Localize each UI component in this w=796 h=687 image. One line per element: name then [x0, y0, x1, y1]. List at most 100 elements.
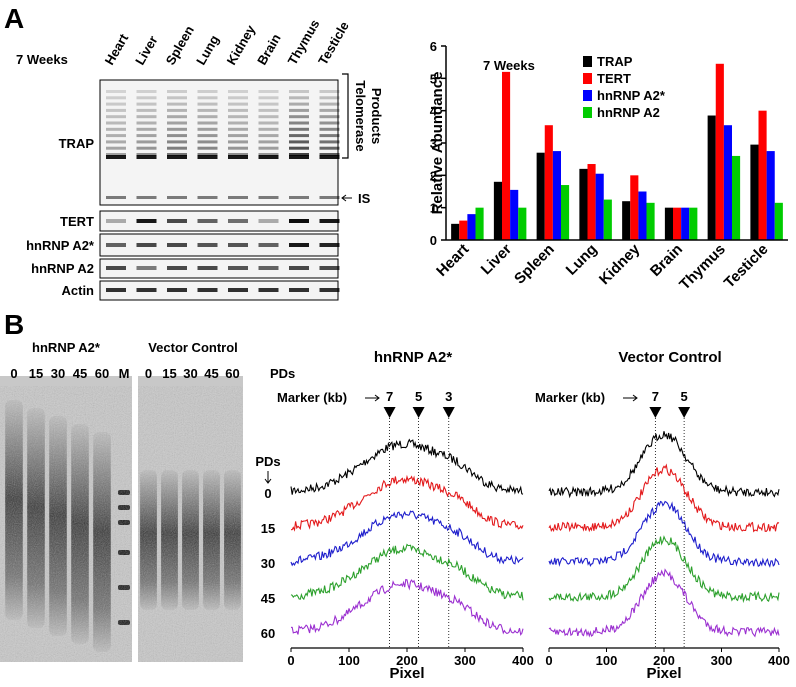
- gel-b: 0 15 30 45 60 M 0 15 30 45 60: [0, 366, 243, 662]
- x-tick-label: 400: [512, 653, 534, 668]
- gel-band: [258, 196, 279, 199]
- gel-band: [289, 219, 309, 223]
- marker-label: Marker (kb): [277, 390, 347, 405]
- gel-band: [289, 146, 309, 150]
- gel-band: [289, 153, 309, 156]
- gel-band: [136, 115, 157, 119]
- x-tick-label: Brain: [647, 241, 686, 280]
- bar: [758, 110, 767, 241]
- gel-band: [106, 134, 126, 138]
- bar: [723, 125, 732, 240]
- bar: [595, 173, 604, 240]
- panel-label: A: [4, 3, 24, 34]
- gel-band: [106, 155, 126, 159]
- gel-band: [228, 153, 248, 156]
- y-tick-label: 2: [430, 168, 437, 183]
- x-tick-label: Spleen: [511, 241, 558, 288]
- gel-band: [228, 134, 248, 138]
- gel-band: [136, 288, 157, 292]
- gel-band: [258, 140, 279, 144]
- gel-band: [106, 102, 126, 106]
- gel-band: [136, 146, 157, 150]
- gel-band: [167, 108, 187, 112]
- lane-label: 60: [225, 366, 239, 381]
- marker-arrow: [365, 394, 380, 402]
- gel-band: [289, 140, 309, 144]
- marker-size: 5: [415, 389, 422, 404]
- gel-band: [106, 121, 126, 125]
- lane-label: Spleen: [163, 23, 197, 67]
- row-label: TERT: [60, 214, 94, 229]
- age-label: 7 Weeks: [16, 52, 68, 67]
- y-tick-label: 3: [430, 136, 437, 151]
- lane-label: 45: [73, 366, 87, 381]
- trace: [548, 500, 780, 568]
- gel-band: [167, 155, 187, 159]
- gel-band: [258, 146, 279, 150]
- gel-band: [106, 90, 126, 93]
- trace-axis-arrow: [264, 471, 272, 484]
- bar: [475, 207, 484, 240]
- trace-label: 60: [261, 626, 275, 641]
- bar: [579, 168, 588, 240]
- trace-plots: hnRNP A2*Marker (kb) 7 5 30 100 200 300 400Pixe…: [255, 349, 790, 682]
- gel-band: [197, 266, 218, 270]
- bar: [766, 151, 775, 240]
- x-axis-label: Pixel: [389, 665, 424, 682]
- lane-label: 15: [29, 366, 43, 381]
- y-tick-label: 0: [430, 233, 437, 248]
- gel-band: [289, 90, 309, 93]
- gel-band: [228, 127, 248, 131]
- bar: [622, 201, 631, 240]
- bar: [560, 185, 570, 240]
- gel-band: [197, 196, 218, 199]
- gel-band: [136, 121, 157, 125]
- gel-band: [167, 288, 187, 292]
- plot-title: Vector Control: [618, 349, 721, 366]
- gel-band: [228, 219, 248, 223]
- gel-grain: [0, 386, 132, 662]
- gel-band: [136, 140, 157, 144]
- gel-band: [228, 121, 248, 125]
- gel-band: [167, 219, 187, 223]
- gel-band: [136, 102, 157, 106]
- trace-label: 0: [264, 486, 271, 501]
- bar: [774, 202, 783, 240]
- y-axis-label: Relative Abundance: [429, 72, 446, 215]
- bar: [536, 152, 545, 240]
- gel-band: [228, 155, 248, 159]
- gel-band: [319, 90, 340, 93]
- x-tick-label: Thymus: [676, 241, 729, 294]
- bar: [502, 71, 511, 240]
- bar: [750, 144, 759, 240]
- row-label: hnRNP A2: [31, 261, 94, 276]
- gel-band: [258, 243, 279, 247]
- gel-band: [258, 219, 279, 223]
- gel-band: [319, 266, 340, 270]
- legend-swatch: [583, 56, 592, 67]
- legend-label: TERT: [597, 71, 631, 86]
- gel-band: [197, 96, 218, 100]
- gel-band: [106, 196, 126, 199]
- gel-band: [319, 153, 340, 156]
- row-label: TRAP: [59, 136, 95, 151]
- gel-band: [136, 90, 157, 93]
- lane-label: Lung: [193, 32, 222, 67]
- gel-band: [228, 196, 248, 199]
- gel-band: [319, 96, 340, 100]
- gel-band: [228, 288, 248, 292]
- marker-triangle: [678, 407, 691, 418]
- bar: [459, 220, 468, 240]
- lane-label: M: [119, 366, 130, 381]
- gel-band: [319, 134, 340, 138]
- trace: [548, 535, 780, 604]
- gel-band: [106, 146, 126, 150]
- gel-band: [106, 153, 126, 156]
- lane-label: Heart: [102, 31, 132, 68]
- x-tick-label: 100: [338, 653, 360, 668]
- bar: [630, 175, 639, 240]
- lane-label: 30: [51, 366, 65, 381]
- legend-swatch: [583, 73, 592, 84]
